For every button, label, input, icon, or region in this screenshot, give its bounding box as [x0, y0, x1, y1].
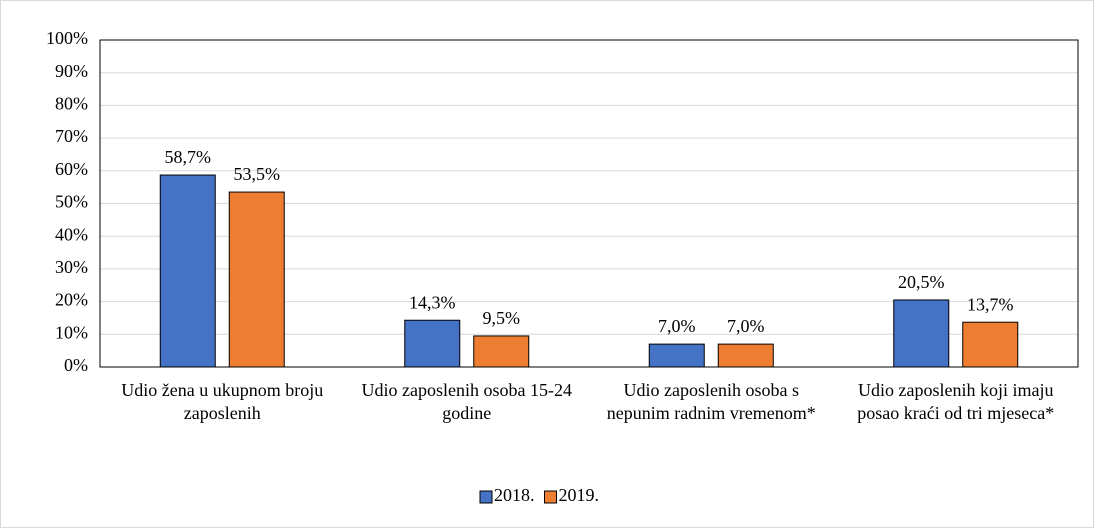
y-tick-label: 80% — [55, 94, 88, 114]
y-tick-label: 40% — [55, 224, 88, 244]
data-label: 20,5% — [898, 272, 945, 292]
y-tick-label: 0% — [64, 355, 88, 375]
y-tick-label: 100% — [46, 28, 88, 48]
data-label: 53,5% — [234, 164, 281, 184]
data-label: 7,0% — [658, 316, 696, 336]
legend-label: 2018. — [494, 485, 535, 505]
data-label: 13,7% — [967, 294, 1014, 314]
plot-border — [99, 39, 1079, 368]
data-label: 9,5% — [483, 308, 521, 328]
y-tick-label: 10% — [55, 322, 88, 342]
legend-swatch — [544, 490, 557, 504]
data-label: 7,0% — [727, 316, 765, 336]
y-tick-label: 70% — [55, 126, 88, 146]
x-tick-label: Udio zaposlenih osoba s nepunim radnim v… — [606, 380, 816, 423]
bar — [473, 335, 530, 368]
legend-swatch — [479, 490, 493, 504]
y-tick-label: 50% — [55, 192, 88, 212]
y-tick-label: 60% — [55, 159, 88, 179]
y-tick-label: 20% — [55, 290, 88, 310]
x-tick-label: Udio žena u ukupnom broju zaposlenih — [121, 380, 324, 423]
y-tick-label: 30% — [55, 257, 88, 277]
bar — [893, 299, 950, 368]
bar — [228, 191, 285, 368]
data-label: 58,7% — [165, 147, 212, 167]
data-label: 14,3% — [409, 292, 456, 312]
legend-label: 2019. — [559, 485, 600, 505]
x-tick-label: Udio zaposlenih osoba 15-24 godine — [361, 380, 572, 423]
bar — [648, 343, 705, 368]
x-tick-label: Udio zaposlenih koji imaju posao kraći o… — [857, 380, 1055, 423]
bar — [717, 343, 774, 368]
bar — [962, 321, 1019, 368]
y-tick-label: 90% — [55, 61, 88, 81]
bar — [159, 174, 216, 368]
bar — [404, 319, 461, 368]
